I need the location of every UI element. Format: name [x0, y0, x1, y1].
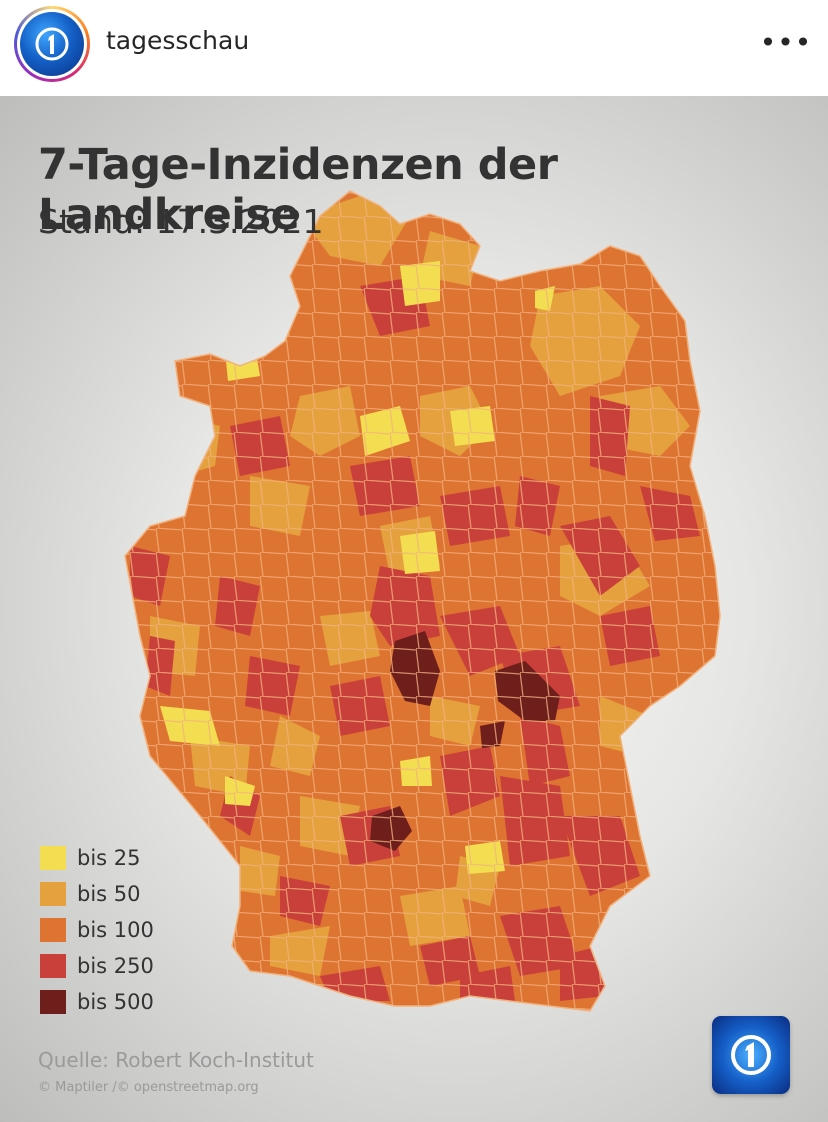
legend-item: bis 25 — [40, 840, 154, 876]
source-credit: Quelle: Robert Koch-Institut — [38, 1048, 314, 1072]
legend-swatch-bis-50 — [40, 882, 66, 906]
story-ring[interactable] — [14, 6, 90, 82]
legend-item: bis 50 — [40, 876, 154, 912]
post-header: tagesschau ••• — [0, 0, 828, 96]
map-copyright: © Maptiler /© openstreetmap.org — [38, 1080, 259, 1095]
more-dots-icon: ••• — [759, 26, 813, 59]
legend-label: bis 25 — [77, 846, 141, 870]
legend-swatch-bis-250 — [40, 954, 66, 978]
germany-outline — [124, 190, 721, 1012]
legend-label: bis 250 — [77, 954, 154, 978]
legend-item: bis 500 — [40, 984, 154, 1020]
legend-swatch-bis-500 — [40, 990, 66, 1014]
tagesschau-logo — [712, 1016, 790, 1094]
tagesschau-one-icon — [731, 1035, 771, 1075]
legend-swatch-bis-100 — [40, 918, 66, 942]
avatar[interactable] — [20, 12, 84, 76]
post-image[interactable]: 7-Tage-Inzidenzen der Landkreise Stand: … — [0, 96, 828, 1122]
legend-swatch-bis-25 — [40, 846, 66, 870]
legend-label: bis 50 — [77, 882, 141, 906]
germany-incidence-map — [124, 190, 721, 1012]
graphic-title: 7-Tage-Inzidenzen der Landkreise — [38, 140, 558, 240]
username[interactable]: tagesschau — [106, 26, 250, 55]
avatar-frame — [17, 9, 87, 79]
legend-item: bis 250 — [40, 948, 154, 984]
more-options-button[interactable]: ••• — [760, 28, 812, 58]
legend-label: bis 100 — [77, 918, 154, 942]
legend-label: bis 500 — [77, 990, 154, 1014]
graphic-subtitle: Stand: 17.3.2021 — [38, 202, 324, 241]
map-legend: bis 25 bis 50 bis 100 bis 250 bis 500 — [40, 840, 154, 1020]
legend-item: bis 100 — [40, 912, 154, 948]
tagesschau-logo-icon — [35, 27, 69, 61]
